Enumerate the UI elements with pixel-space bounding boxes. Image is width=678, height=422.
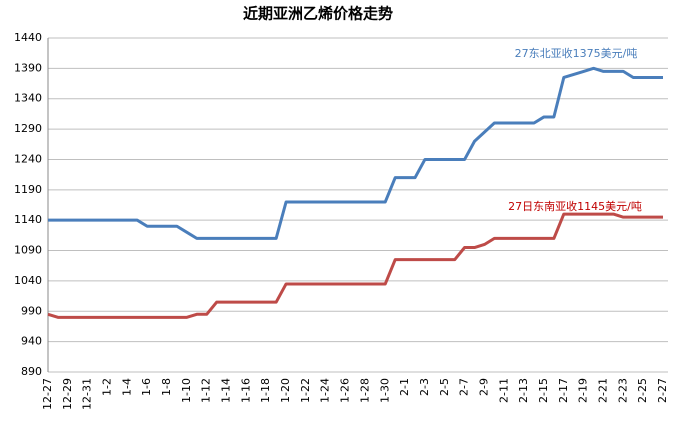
x-tick-label: 2-11 bbox=[497, 378, 510, 403]
x-tick-label: 12-29 bbox=[61, 378, 74, 410]
chart-title: 近期亚洲乙烯价格走势 bbox=[243, 5, 393, 23]
x-tick-label: 1-28 bbox=[358, 378, 371, 403]
y-tick-label: 1240 bbox=[14, 152, 42, 165]
x-tick-label: 2-23 bbox=[616, 378, 629, 403]
x-tick-label: 1-12 bbox=[200, 378, 213, 403]
y-tick-label: 1040 bbox=[14, 274, 42, 287]
y-tick-label: 940 bbox=[21, 335, 42, 348]
x-tick-label: 2-5 bbox=[438, 378, 451, 396]
y-tick-label: 1290 bbox=[14, 122, 42, 135]
x-tick-label: 1-22 bbox=[299, 378, 312, 403]
x-tick-label: 2-19 bbox=[577, 378, 590, 403]
x-tick-label: 12-27 bbox=[41, 378, 54, 410]
y-tick-label: 1390 bbox=[14, 61, 42, 74]
x-tick-label: 2-7 bbox=[458, 378, 471, 396]
x-tick-label: 2-15 bbox=[537, 378, 550, 403]
annotation: 27东北亚收1375美元/吨 bbox=[515, 46, 638, 60]
x-tick-label: 1-18 bbox=[259, 378, 272, 403]
series-line bbox=[48, 66, 663, 240]
annotation: 27日东南亚收1145美元/吨 bbox=[508, 199, 642, 213]
x-tick-label: 1-16 bbox=[239, 378, 252, 403]
x-tick-label: 2-13 bbox=[517, 378, 530, 403]
x-tick-label: 2-21 bbox=[596, 378, 609, 403]
x-tick-label: 1-2 bbox=[101, 378, 114, 396]
x-tick-label: 1-10 bbox=[180, 378, 193, 403]
y-tick-label: 1190 bbox=[14, 183, 42, 196]
y-tick-label: 1140 bbox=[14, 213, 42, 226]
x-tick-label: 1-4 bbox=[120, 378, 133, 396]
x-tick-label: 1-26 bbox=[339, 378, 352, 403]
x-tick-label: 1-24 bbox=[319, 378, 332, 403]
y-tick-label: 990 bbox=[21, 304, 42, 317]
x-tick-label: 12-31 bbox=[81, 378, 94, 410]
x-tick-label: 1-6 bbox=[140, 378, 153, 396]
x-tick-label: 2-27 bbox=[656, 378, 669, 403]
series-line bbox=[47, 212, 663, 319]
y-tick-label: 1090 bbox=[14, 244, 42, 257]
x-tick-label: 2-17 bbox=[557, 378, 570, 403]
x-tick-label: 2-1 bbox=[398, 378, 411, 396]
y-tick-label: 1340 bbox=[14, 92, 42, 105]
x-tick-label: 2-9 bbox=[477, 378, 490, 396]
x-tick-label: 1-14 bbox=[220, 378, 233, 403]
x-tick-label: 1-20 bbox=[279, 378, 292, 403]
y-tick-label: 890 bbox=[21, 365, 42, 378]
x-tick-label: 2-25 bbox=[636, 378, 649, 403]
x-tick-label: 2-3 bbox=[418, 378, 431, 396]
y-tick-label: 1440 bbox=[14, 31, 42, 44]
x-tick-label: 1-8 bbox=[160, 378, 173, 396]
x-tick-label: 1-30 bbox=[378, 378, 391, 403]
